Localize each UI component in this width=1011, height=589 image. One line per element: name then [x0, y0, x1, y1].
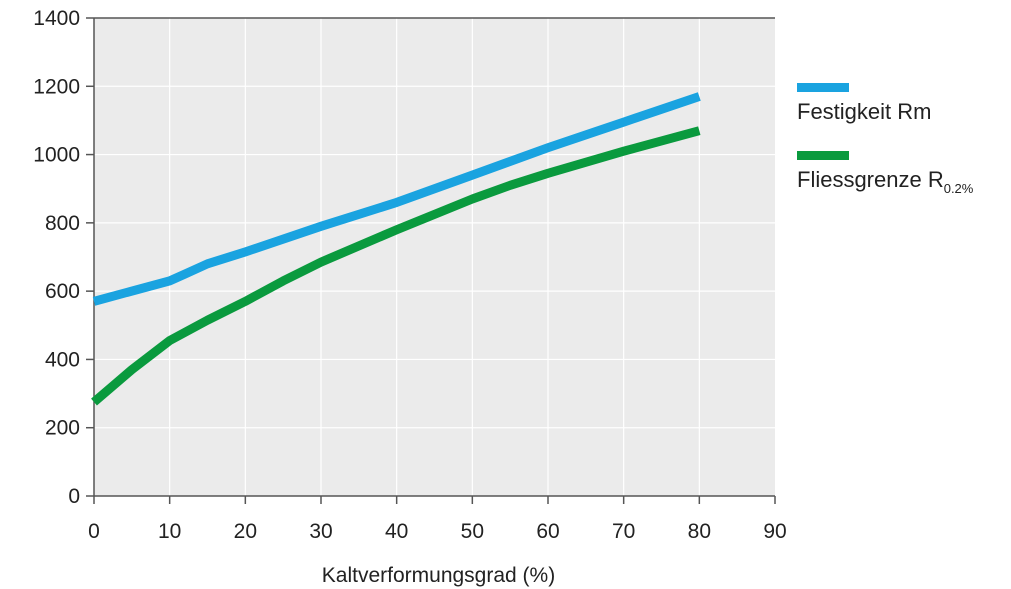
x-tick-label: 10 — [158, 520, 181, 543]
y-tick-label: 1400 — [33, 7, 80, 30]
y-tick-label: 1000 — [33, 144, 80, 167]
legend-label-subscript: 0.2% — [944, 181, 974, 196]
series-line-2 — [91, 126, 701, 406]
legend-label-2: Fliessgrenze R0.2% — [797, 167, 974, 196]
x-tick-label: 50 — [461, 520, 484, 543]
x-tick-label: 70 — [612, 520, 635, 543]
y-tick-label: 0 — [68, 485, 80, 508]
x-tick-label: 20 — [234, 520, 257, 543]
x-axis-title: Kaltverformungsgrad (%) — [322, 564, 555, 587]
y-tick-label: 200 — [45, 417, 80, 440]
axes — [86, 17, 776, 504]
x-tick-label: 30 — [309, 520, 332, 543]
x-tick-label: 0 — [88, 520, 100, 543]
legend-label-1: Festigkeit Rm — [797, 99, 931, 124]
series-line-1 — [92, 92, 701, 306]
x-axis-tick-labels: 0 10 20 30 40 50 60 70 80 90 — [88, 520, 787, 543]
x-tick-label: 90 — [763, 520, 786, 543]
legend: Festigkeit Rm Fliessgrenze R0.2% — [797, 83, 974, 196]
legend-swatch-2 — [797, 151, 849, 160]
y-tick-label: 600 — [45, 280, 80, 303]
x-tick-label: 80 — [688, 520, 711, 543]
y-tick-label: 400 — [45, 348, 80, 371]
legend-swatch-1 — [797, 83, 849, 92]
x-tick-label: 40 — [385, 520, 408, 543]
x-tick-label: 60 — [536, 520, 559, 543]
series-lines — [91, 92, 701, 406]
y-tick-label: 800 — [45, 212, 80, 235]
plot-background — [94, 18, 775, 496]
y-axis-tick-labels: 0 200 400 600 800 1000 1200 1400 — [33, 7, 80, 508]
gridlines — [94, 18, 775, 496]
y-tick-label: 1200 — [33, 75, 80, 98]
